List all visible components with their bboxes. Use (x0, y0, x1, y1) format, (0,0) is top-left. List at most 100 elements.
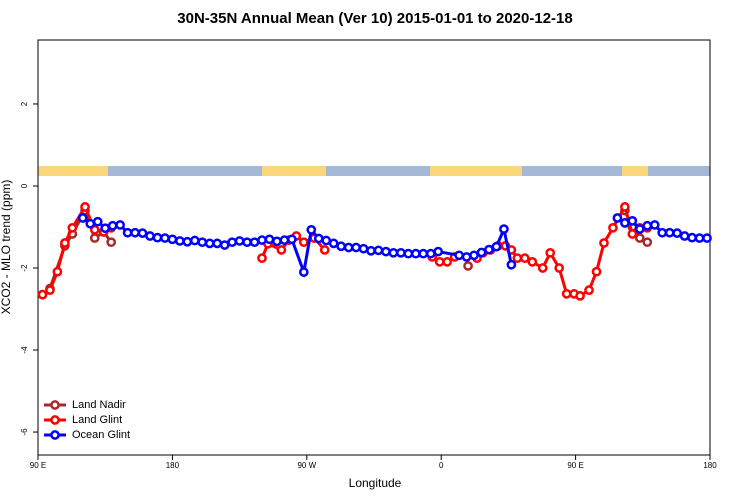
data-point (67, 222, 78, 233)
data-point (336, 241, 346, 252)
data-point (219, 240, 230, 250)
data-point (287, 234, 297, 245)
data-point (189, 235, 200, 246)
data-point (410, 248, 421, 259)
data-point (306, 225, 317, 235)
data-point (512, 253, 523, 264)
data-point (620, 218, 630, 228)
series-line (41, 203, 648, 298)
data-point (298, 237, 309, 248)
legend-label: Land Nadir (72, 399, 126, 411)
data-point (145, 231, 155, 241)
data-point (249, 237, 260, 248)
data-point (279, 235, 290, 245)
data-point (80, 202, 90, 212)
legend-marker (50, 400, 60, 410)
data-point (702, 233, 712, 243)
data-point (115, 220, 125, 230)
data-point (627, 215, 638, 226)
data-point (584, 285, 594, 295)
data-point (554, 263, 565, 273)
y-tick-label: -4 (20, 346, 29, 354)
data-point (476, 247, 487, 258)
data-point (679, 231, 690, 241)
data-point (694, 233, 705, 243)
data-point (499, 224, 509, 234)
data-point (491, 241, 502, 252)
data-point (545, 247, 556, 258)
data-point (100, 223, 111, 234)
data-point (642, 237, 653, 248)
data-point (454, 250, 464, 261)
data-point (89, 233, 100, 243)
data-point (687, 232, 697, 243)
data-point (45, 285, 55, 295)
data-point (575, 291, 585, 301)
data-point (107, 220, 118, 231)
chart-title: 30N-35N Annual Mean (Ver 10) 2015-01-01 … (177, 10, 572, 27)
y-axis-label: XCO2 - MLO trend (ppm) (0, 180, 13, 315)
data-point (351, 242, 361, 253)
y-tick-label: 0 (20, 183, 29, 188)
data-point (627, 229, 638, 239)
data-point (130, 227, 140, 238)
data-point (649, 220, 660, 230)
data-point (52, 266, 63, 277)
data-point (137, 228, 148, 238)
data-point (343, 242, 354, 253)
data-point (264, 234, 275, 245)
y-tick-label: 2 (20, 101, 29, 106)
series-line (41, 206, 649, 296)
data-point (257, 253, 267, 264)
data-point (160, 233, 170, 243)
data-point (381, 246, 391, 257)
data-point (388, 247, 399, 258)
data-point (197, 237, 208, 248)
data-point (442, 257, 453, 267)
data-point (612, 213, 623, 223)
x-tick-label: 90 W (297, 461, 316, 470)
y-tick-label: -2 (20, 264, 29, 272)
data-point (403, 248, 414, 259)
data-point (37, 289, 48, 300)
data-point (591, 266, 602, 277)
data-point (319, 245, 330, 255)
data-point (396, 247, 406, 258)
data-point (257, 235, 267, 245)
data-point (60, 238, 70, 248)
data-point (175, 236, 185, 246)
data-point (122, 227, 133, 238)
data-point (321, 235, 332, 246)
data-point (642, 220, 653, 231)
data-point (366, 245, 376, 256)
data-point (620, 202, 630, 212)
data-point (276, 245, 287, 255)
data-point (227, 237, 237, 248)
data-point (152, 232, 163, 243)
data-point (89, 225, 100, 235)
data-point (506, 259, 517, 270)
x-tick-label: 180 (166, 461, 180, 470)
data-point (204, 238, 215, 249)
y-tick-label: -6 (20, 428, 29, 436)
data-point (634, 224, 645, 234)
legend-label: Land Glint (72, 414, 122, 426)
data-point (672, 228, 682, 238)
land-mask-band (38, 166, 710, 176)
data-point (433, 246, 444, 257)
data-point (561, 288, 572, 299)
data-point (182, 236, 193, 247)
data-point (85, 218, 96, 229)
data-point (272, 236, 282, 247)
data-point (634, 233, 645, 243)
data-point (373, 245, 384, 256)
data-point (212, 238, 223, 249)
data-point (657, 227, 668, 238)
legend-marker (50, 415, 60, 425)
data-point (106, 237, 117, 248)
data-point (313, 233, 324, 244)
legend-marker (50, 430, 60, 440)
data-point (328, 238, 339, 249)
data-point (599, 238, 609, 248)
data-point (418, 248, 429, 259)
